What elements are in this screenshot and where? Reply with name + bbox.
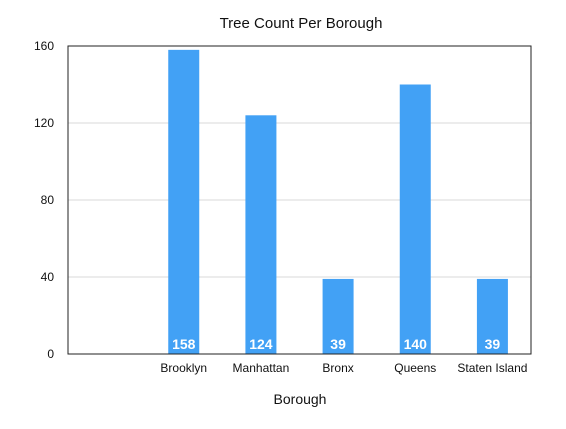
y-tick-label: 120: [34, 116, 54, 130]
x-tick-label: Queens: [394, 361, 436, 375]
data-labels: 158 124 39 140 39: [172, 336, 500, 352]
x-axis-title: Borough: [274, 391, 327, 407]
x-tick-label: Brooklyn: [160, 361, 207, 375]
x-tick-label: Staten Island: [457, 361, 527, 375]
plot-area-frame: [67, 45, 532, 355]
bar: [168, 49, 200, 354]
y-axis-ticks: 0 40 80 120 160: [34, 39, 54, 361]
y-tick-label: 80: [41, 193, 55, 207]
data-label: 39: [485, 336, 501, 352]
bar: [476, 278, 508, 354]
y-tick-label: 40: [41, 270, 55, 284]
data-label: 140: [404, 336, 428, 352]
x-tick-label: Bronx: [322, 361, 353, 375]
y-tick-label: 160: [34, 39, 54, 53]
bars: [168, 49, 508, 354]
data-label: 39: [330, 336, 346, 352]
data-label: 158: [172, 336, 196, 352]
bar: [399, 84, 431, 354]
bar: [322, 278, 354, 354]
x-tick-label: Manhattan: [233, 361, 290, 375]
data-label: 124: [249, 336, 273, 352]
x-axis-ticks: Brooklyn Manhattan Bronx Queens Staten Islan…: [160, 361, 527, 375]
bar: [245, 115, 277, 354]
y-tick-label: 0: [47, 347, 54, 361]
chart-title: Tree Count Per Borough: [220, 15, 383, 32]
gridlines: [68, 122, 531, 278]
